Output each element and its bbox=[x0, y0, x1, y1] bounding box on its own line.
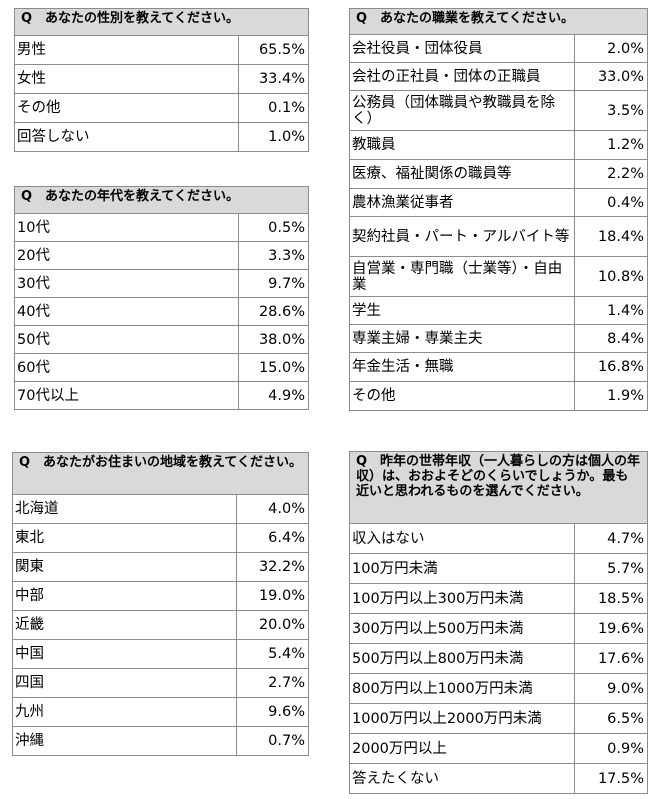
table-row-label: 50代 bbox=[14, 325, 239, 354]
gender-question: Q あなたの性別を教えてください。 bbox=[13, 8, 310, 36]
table-row-label: その他 bbox=[349, 381, 575, 411]
table-row-label: 学生 bbox=[349, 296, 575, 325]
table-row-label: 60代 bbox=[14, 353, 239, 382]
table-row-label: 800万円以上1000万円未満 bbox=[349, 673, 575, 704]
table-row-label: 農林漁業従事者 bbox=[349, 188, 575, 217]
table-row-value: 18.4% bbox=[573, 216, 649, 257]
table-row-label: 100万円以上300万円未満 bbox=[349, 583, 575, 614]
table-row-label: 2000万円以上 bbox=[349, 733, 575, 764]
age-question: Q あなたの年代を教えてください。 bbox=[13, 186, 310, 214]
table-row-value: 6.4% bbox=[235, 523, 310, 553]
table-row-value: 4.9% bbox=[237, 381, 310, 410]
table-row-value: 9.6% bbox=[235, 697, 310, 727]
table-row-label: 九州 bbox=[12, 697, 237, 727]
table-row-label: 300万円以上500万円未満 bbox=[349, 613, 575, 644]
table-row-label: 回答しない bbox=[14, 122, 239, 152]
table-row-value: 2.7% bbox=[235, 668, 310, 698]
table-row-label: 年金生活・無職 bbox=[349, 352, 575, 382]
occupation-question: Q あなたの職業を教えてください。 bbox=[348, 8, 649, 35]
table-row-label: 契約社員・パート・アルバイト等 bbox=[349, 216, 575, 257]
table-row-value: 28.6% bbox=[237, 297, 310, 326]
table-row-value: 2.2% bbox=[573, 159, 649, 189]
table-row-value: 4.7% bbox=[573, 523, 649, 554]
table-row-value: 6.5% bbox=[573, 703, 649, 734]
table-row-value: 9.0% bbox=[573, 673, 649, 704]
table-row-label: その他 bbox=[14, 93, 239, 123]
table-row-label: 中国 bbox=[12, 639, 237, 669]
table-row-value: 0.1% bbox=[237, 93, 310, 123]
table-row-value: 17.6% bbox=[573, 643, 649, 674]
table-row-value: 0.4% bbox=[573, 188, 649, 217]
table-row-value: 16.8% bbox=[573, 352, 649, 382]
table-row-label: 会社の正社員・団体の正職員 bbox=[349, 62, 575, 91]
table-row-value: 15.0% bbox=[237, 353, 310, 382]
table-row-label: 会社役員・団体役員 bbox=[349, 34, 575, 63]
table-row-label: 30代 bbox=[14, 269, 239, 298]
table-row-label: 関東 bbox=[12, 552, 237, 582]
age-table: Q あなたの年代を教えてください。 10代 0.5% 20代 3.3% 30代 9.7… bbox=[13, 186, 310, 410]
table-row-value: 65.5% bbox=[237, 35, 310, 65]
table-row-value: 17.5% bbox=[573, 763, 649, 794]
income-question: Q 昨年の世帯年収（一人暮らしの方は個人の年収）は、おおよそどのくらいでしょうか… bbox=[348, 451, 649, 524]
table-row-label: 収入はない bbox=[349, 523, 575, 554]
income-table: Q 昨年の世帯年収（一人暮らしの方は個人の年収）は、おおよそどのくらいでしょうか… bbox=[348, 451, 649, 794]
table-row-label: 沖縄 bbox=[12, 726, 237, 756]
table-row-value: 18.5% bbox=[573, 583, 649, 614]
table-row-label: 北海道 bbox=[12, 494, 237, 524]
table-row-value: 33.0% bbox=[573, 62, 649, 91]
table-row-label: 500万円以上800万円未満 bbox=[349, 643, 575, 674]
table-row-value: 19.0% bbox=[235, 581, 310, 611]
table-row-value: 2.0% bbox=[573, 34, 649, 63]
table-row-value: 1.4% bbox=[573, 296, 649, 325]
table-row-label: 男性 bbox=[14, 35, 239, 65]
table-row-label: 答えたくない bbox=[349, 763, 575, 794]
table-row-label: 70代以上 bbox=[14, 381, 239, 410]
table-row-value: 33.4% bbox=[237, 64, 310, 94]
table-row-value: 8.4% bbox=[573, 324, 649, 353]
table-row-value: 19.6% bbox=[573, 613, 649, 644]
table-row-label: 中部 bbox=[12, 581, 237, 611]
table-row-label: 40代 bbox=[14, 297, 239, 326]
table-row-label: 専業主婦・専業主夫 bbox=[349, 324, 575, 353]
region-question: Q あなたがお住まいの地域を教えてください。 bbox=[11, 452, 310, 495]
table-row-value: 9.7% bbox=[237, 269, 310, 298]
table-row-label: 女性 bbox=[14, 64, 239, 94]
table-row-label: 四国 bbox=[12, 668, 237, 698]
table-row-value: 4.0% bbox=[235, 494, 310, 524]
table-row-label: 20代 bbox=[14, 241, 239, 270]
table-row-value: 3.3% bbox=[237, 241, 310, 270]
table-row-value: 0.5% bbox=[237, 213, 310, 242]
table-row-value: 38.0% bbox=[237, 325, 310, 354]
table-row-label: 10代 bbox=[14, 213, 239, 242]
table-row-label: 教職員 bbox=[349, 130, 575, 160]
occupation-table: Q あなたの職業を教えてください。 会社役員・団体役員 2.0% 会社の正社員・団… bbox=[348, 8, 649, 411]
table-row-label: 近畿 bbox=[12, 610, 237, 640]
table-row-label: 自営業・専門職（士業等）・自由業 bbox=[349, 256, 575, 297]
table-row-value: 5.4% bbox=[235, 639, 310, 669]
table-row-value: 0.7% bbox=[235, 726, 310, 756]
table-row-value: 1.0% bbox=[237, 122, 310, 152]
region-table: Q あなたがお住まいの地域を教えてください。 北海道 4.0% 東北 6.4% 関東… bbox=[11, 452, 310, 756]
table-row-value: 5.7% bbox=[573, 553, 649, 584]
table-row-label: 1000万円以上2000万円未満 bbox=[349, 703, 575, 734]
table-row-label: 東北 bbox=[12, 523, 237, 553]
table-row-value: 1.9% bbox=[573, 381, 649, 411]
table-row-value: 20.0% bbox=[235, 610, 310, 640]
table-row-value: 1.2% bbox=[573, 130, 649, 160]
gender-table: Q あなたの性別を教えてください。 男性 65.5% 女性 33.4% その他 0.1… bbox=[13, 8, 310, 152]
table-row-value: 0.9% bbox=[573, 733, 649, 764]
table-row-label: 100万円未満 bbox=[349, 553, 575, 584]
table-row-label: 医療、福祉関係の職員等 bbox=[349, 159, 575, 189]
table-row-value: 3.5% bbox=[573, 90, 649, 131]
table-row-value: 10.8% bbox=[573, 256, 649, 297]
table-row-label: 公務員（団体職員や教職員を除く） bbox=[349, 90, 575, 131]
table-row-value: 32.2% bbox=[235, 552, 310, 582]
